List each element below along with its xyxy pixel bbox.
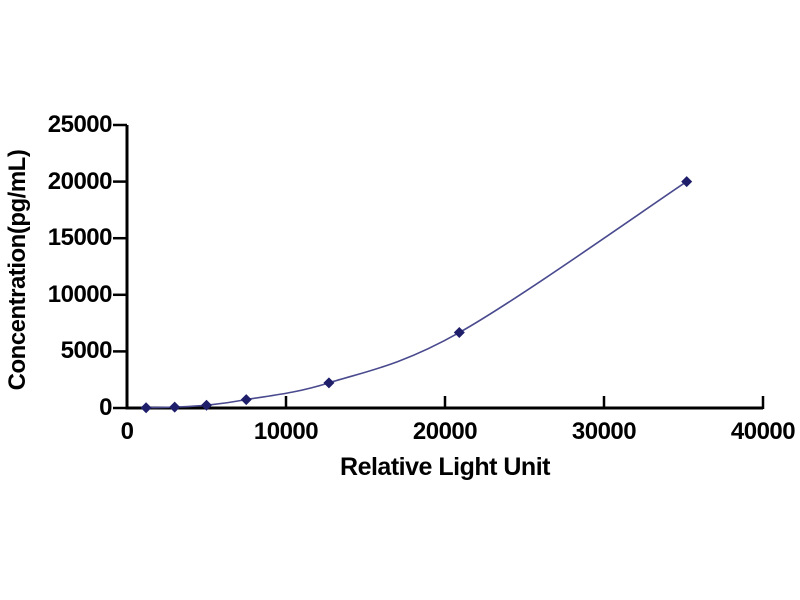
- x-tick-label: 30000: [571, 418, 637, 445]
- y-tick-label: 20000: [47, 167, 113, 195]
- data-point-marker: [201, 399, 212, 411]
- y-tick-label: 5000: [60, 337, 113, 365]
- standard-curve-line: [146, 180, 688, 409]
- y-tick-label: 0: [99, 394, 112, 421]
- data-point-marker: [453, 327, 465, 339]
- x-axis-title: Relative Light Unit: [340, 453, 550, 481]
- y-tick-label: 15000: [47, 224, 113, 252]
- x-tick-label: 20000: [412, 418, 478, 445]
- data-point-marker: [169, 401, 181, 413]
- y-tick-label: 10000: [47, 280, 113, 308]
- y-tick-label: 25000: [47, 111, 113, 138]
- data-point-marker: [323, 377, 335, 389]
- data-point-marker: [240, 394, 252, 406]
- x-tick-label: 0: [120, 418, 134, 445]
- x-tick-label: 40000: [730, 418, 796, 445]
- data-point-marker: [681, 176, 693, 188]
- x-tick-label: 10000: [253, 418, 319, 445]
- data-point-marker: [140, 402, 152, 414]
- axis-lines: [125, 125, 763, 410]
